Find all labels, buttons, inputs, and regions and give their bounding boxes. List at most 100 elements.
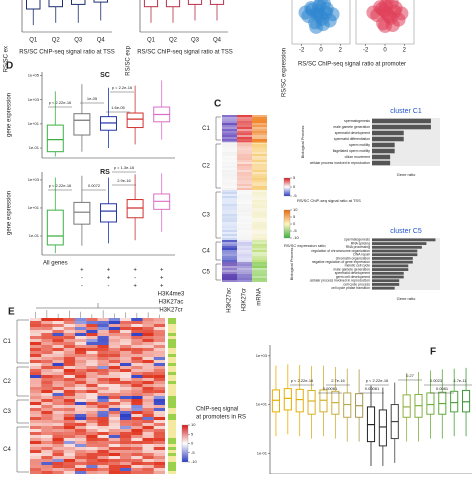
heatmap-cell: [222, 127, 237, 129]
heatmap-cell: [142, 411, 154, 414]
heatmap-cell: [142, 345, 154, 348]
heatmap-cell: [30, 342, 42, 345]
dendrogram: [16, 399, 29, 424]
heatmap-cell: [237, 150, 252, 152]
heatmap-cell: [252, 264, 267, 266]
heatmap-cell: [131, 468, 143, 471]
heatmap-cell: [97, 387, 109, 390]
heatmap-cell: [252, 168, 267, 170]
heatmap-cell: [142, 429, 154, 432]
heatmap-cell: [52, 345, 64, 348]
p-value: 4.7e-11: [453, 378, 467, 383]
heatmap-cell: [108, 357, 120, 360]
box: [93, 0, 108, 3]
heatmap-cell: [237, 135, 252, 137]
mark-sign: +: [133, 268, 137, 274]
heatmap-cell: [108, 468, 120, 471]
heatmap-cell: [75, 399, 87, 402]
heatmap-cell: [153, 378, 165, 381]
heatmap-cell: [86, 432, 98, 435]
heatmap-cell: [97, 327, 109, 330]
bar: [372, 245, 422, 249]
heatmap-cell: [131, 375, 143, 378]
heatmap-cell: [222, 246, 237, 248]
heatmap-cell: [252, 117, 267, 119]
heatmap-cell: [252, 236, 267, 238]
heatmap-cell: [120, 399, 132, 402]
heatmap-cell: [237, 226, 252, 228]
heatmap-cell: [63, 468, 75, 471]
heatmap-cell: [97, 468, 109, 471]
heatmap-cell: [252, 206, 267, 208]
heatmap-cell: [75, 321, 87, 324]
y-tick-label: 1e+01: [256, 402, 268, 407]
heatmap-cell: [30, 414, 42, 417]
colorbar-tick-label: 5: [293, 214, 296, 219]
heatmap-cell: [108, 378, 120, 381]
heatmap-cell: [120, 411, 132, 414]
heatmap-cell: [97, 417, 109, 420]
heatmap-cell: [52, 468, 64, 471]
box: [26, 0, 41, 10]
heatmap-cell: [222, 264, 237, 266]
heatmap-cell: [30, 354, 42, 357]
heatmap-cell: [252, 152, 267, 154]
panel-letter: E: [8, 307, 15, 318]
heatmap-cell: [222, 137, 237, 139]
heatmap-cell: [153, 456, 165, 459]
heatmap-cell: [86, 453, 98, 456]
heatmap-cell: [86, 396, 98, 399]
dendrogram: [215, 263, 221, 281]
heatmap-cell: [75, 465, 87, 468]
heatmap-cell: [75, 342, 87, 345]
heatmap-cell: [120, 324, 132, 327]
category-label: cell cycle process: [343, 282, 370, 286]
heatmap-cell: [41, 405, 53, 408]
heatmap-cell: [142, 408, 154, 411]
heatmap-cell: [63, 399, 75, 402]
heatmap-cell: [237, 246, 252, 248]
heatmap-cell: [142, 348, 154, 351]
bar: [372, 275, 404, 279]
heatmap-cell: [222, 150, 237, 152]
heatmap-cell: [30, 399, 42, 402]
heatmap-cell: [237, 278, 252, 280]
heatmap-cell: [153, 447, 165, 450]
heatmap-cell: [30, 324, 42, 327]
heatmap-cell: [252, 226, 267, 228]
heatmap-cell: [131, 336, 143, 339]
annotation-strip: [168, 348, 176, 351]
heatmap-cell: [222, 180, 237, 182]
heatmap-cell: [120, 462, 132, 465]
heatmap-cell: [222, 192, 237, 194]
heatmap-cell: [120, 348, 132, 351]
heatmap-cell: [222, 224, 237, 226]
heatmap-cell: [120, 456, 132, 459]
heatmap-cell: [131, 372, 143, 375]
box: [165, 0, 181, 8]
heatmap-cell: [75, 471, 87, 474]
bar: [372, 154, 391, 160]
y-axis-label: RS/SC exp: [126, 45, 132, 75]
heatmap-cell: [237, 230, 252, 232]
x-tick-label: 2: [403, 48, 407, 54]
heatmap-cell: [252, 196, 267, 198]
heatmap-cell: [41, 450, 53, 453]
heatmap-cell: [63, 393, 75, 396]
heatmap-cell: [63, 330, 75, 333]
heatmap-cell: [75, 357, 87, 360]
heatmap-cell: [97, 381, 109, 384]
heatmap-cell: [237, 119, 252, 121]
heatmap-cell: [52, 435, 64, 438]
heatmap-cell: [63, 387, 75, 390]
heatmap-cell: [131, 435, 143, 438]
heatmap-cell: [108, 438, 120, 441]
heatmap-cell: [120, 444, 132, 447]
heatmap-cell: [252, 184, 267, 186]
heatmap-cell: [108, 363, 120, 366]
heatmap-cell: [97, 360, 109, 363]
y-tick-label: 1e+03: [28, 97, 40, 102]
heatmap-cell: [237, 262, 252, 264]
x-tick-label: -2: [363, 48, 369, 54]
heatmap-cell: [97, 423, 109, 426]
